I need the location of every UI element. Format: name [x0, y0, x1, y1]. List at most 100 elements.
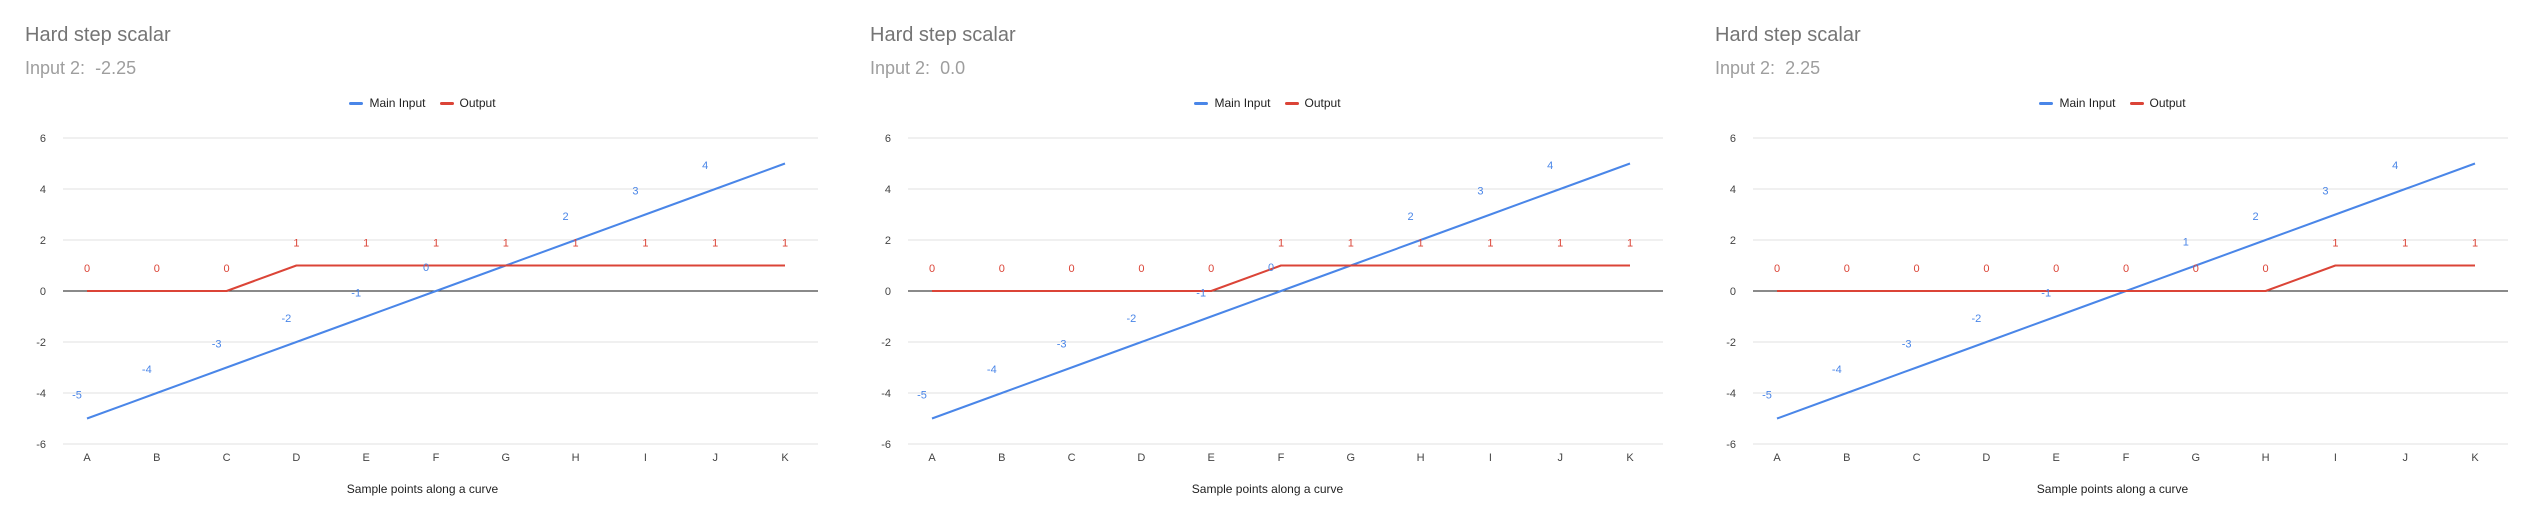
legend-swatch-main-input	[2039, 101, 2054, 105]
data-label-output: 0	[1774, 263, 1780, 275]
series-line-output	[1777, 264, 2475, 292]
legend-label: Output	[459, 96, 496, 110]
series-line-main-input	[931, 162, 1631, 420]
data-label-output: 1	[1487, 238, 1493, 250]
x-tick-label: K	[2471, 452, 2479, 464]
data-label-main-input: 3	[1477, 186, 1483, 198]
legend-label: Main Input	[369, 96, 426, 110]
x-tick-label: K	[781, 452, 789, 464]
data-label-output: 0	[2263, 263, 2269, 275]
data-label-main-input: -5	[1762, 390, 1772, 402]
x-tick-label: F	[433, 452, 440, 464]
data-label-output: 1	[293, 238, 299, 250]
data-label-output: 1	[1278, 238, 1284, 250]
legend-item-main-input[interactable]: Main Input	[1194, 96, 1271, 110]
data-label-output: 0	[2053, 263, 2059, 275]
data-label-main-input: -3	[1902, 339, 1912, 351]
data-label-output: 0	[1914, 263, 1920, 275]
data-label-output: 1	[573, 238, 579, 250]
legend-swatch-main-input	[349, 101, 364, 105]
x-tick-label: A	[83, 452, 91, 464]
data-label-output: 0	[2123, 263, 2129, 275]
data-label-main-input: 4	[1547, 160, 1553, 172]
x-tick-label: I	[1489, 452, 1492, 464]
data-label-output: 0	[224, 263, 230, 275]
x-tick-label: B	[1843, 452, 1850, 464]
data-label-main-input: 1	[2183, 237, 2189, 249]
y-tick-label: -4	[881, 388, 891, 400]
x-tick-label: C	[223, 452, 231, 464]
legend-swatch-output	[1284, 101, 1299, 105]
x-tick-label: D	[292, 452, 300, 464]
x-tick-label: E	[1208, 452, 1215, 464]
x-tick-label: F	[1278, 452, 1285, 464]
y-tick-label: 4	[40, 184, 46, 196]
data-label-output: 1	[1557, 238, 1563, 250]
chart-title: Hard step scalar	[1715, 24, 1861, 46]
chart-legend: Main Input Output	[845, 96, 1690, 110]
data-label-main-input: 4	[2392, 160, 2398, 172]
chart-subtitle: Input 2: -2.25	[25, 58, 136, 79]
chart-panel-2: Hard step scalar Input 2: 0.0 Main Input…	[845, 0, 1690, 522]
x-tick-label: G	[1347, 452, 1356, 464]
x-tick-label: I	[2334, 452, 2337, 464]
data-label-output: 0	[2193, 263, 2199, 275]
y-tick-label: 4	[1730, 184, 1736, 196]
chart-legend: Main Input Output	[0, 96, 845, 110]
chart-subtitle: Input 2: 0.0	[870, 58, 965, 79]
legend-item-main-input[interactable]: Main Input	[2039, 96, 2116, 110]
y-tick-label: -4	[1726, 388, 1736, 400]
data-label-main-input: -4	[142, 364, 152, 376]
x-tick-label: H	[2262, 452, 2270, 464]
data-label-output: 0	[84, 263, 90, 275]
data-label-output: 1	[1627, 238, 1633, 250]
y-tick-label: -6	[1726, 439, 1736, 451]
data-label-main-input: -2	[1972, 313, 1982, 325]
y-tick-label: 2	[1730, 235, 1736, 247]
subtitle-label: Input 2:	[1715, 58, 1776, 78]
y-tick-label: 6	[1730, 133, 1736, 145]
legend-item-output[interactable]: Output	[2129, 96, 2186, 110]
y-tick-label: 6	[885, 133, 891, 145]
data-label-main-input: 0	[423, 262, 429, 274]
data-label-output: 0	[1844, 263, 1850, 275]
data-label-main-input: -4	[987, 364, 997, 376]
x-tick-label: G	[2192, 452, 2201, 464]
x-tick-label: K	[1626, 452, 1634, 464]
chart-plot-area: -6 -4 -2 0 2 4 6 A B C D E F G H I J K -5 -4 -3 -2 -1 0 2 3 4 0 0 0 0 0…	[881, 133, 1663, 464]
x-tick-label: F	[2123, 452, 2130, 464]
data-label-main-input: -1	[351, 288, 361, 300]
legend-label: Main Input	[2059, 96, 2116, 110]
x-tick-label: B	[998, 452, 1005, 464]
y-tick-label: -2	[881, 337, 891, 349]
legend-item-output[interactable]: Output	[439, 96, 496, 110]
y-tick-label: -2	[36, 337, 46, 349]
data-label-output: 1	[642, 238, 648, 250]
subtitle-label: Input 2:	[870, 58, 931, 78]
series-line-main-input	[86, 162, 786, 420]
chart-panel-3: Hard step scalar Input 2: 2.25 Main Inpu…	[1690, 0, 2535, 522]
data-label-main-input: -5	[72, 390, 82, 402]
legend-item-main-input[interactable]: Main Input	[349, 96, 426, 110]
x-tick-label: D	[1982, 452, 1990, 464]
y-tick-label: -4	[36, 388, 46, 400]
data-label-main-input: -3	[212, 339, 222, 351]
subtitle-value: 2.25	[1785, 58, 1821, 78]
legend-item-output[interactable]: Output	[1284, 96, 1341, 110]
data-label-output: 0	[1208, 263, 1214, 275]
y-tick-label: -2	[1726, 337, 1736, 349]
y-tick-label: 0	[40, 286, 46, 298]
chart-title: Hard step scalar	[25, 24, 171, 46]
data-label-main-input: 0	[1268, 262, 1274, 274]
data-label-main-input: -4	[1832, 364, 1842, 376]
data-label-output: 1	[1348, 238, 1354, 250]
data-label-output: 0	[1983, 263, 1989, 275]
series-line-output	[87, 264, 785, 292]
chart-plot-area: -6 -4 -2 0 2 4 6 A B C D E F G H I J K -5 -4 -3 -2 -1 1 2 3 4 0 0 0 0 0…	[1726, 133, 2508, 464]
chart-subtitle: Input 2: 2.25	[1715, 58, 1820, 79]
y-tick-label: -6	[36, 439, 46, 451]
data-label-output: 0	[154, 263, 160, 275]
data-label-output: 1	[782, 238, 788, 250]
legend-swatch-main-input	[1194, 101, 1209, 105]
x-tick-label: H	[572, 452, 580, 464]
